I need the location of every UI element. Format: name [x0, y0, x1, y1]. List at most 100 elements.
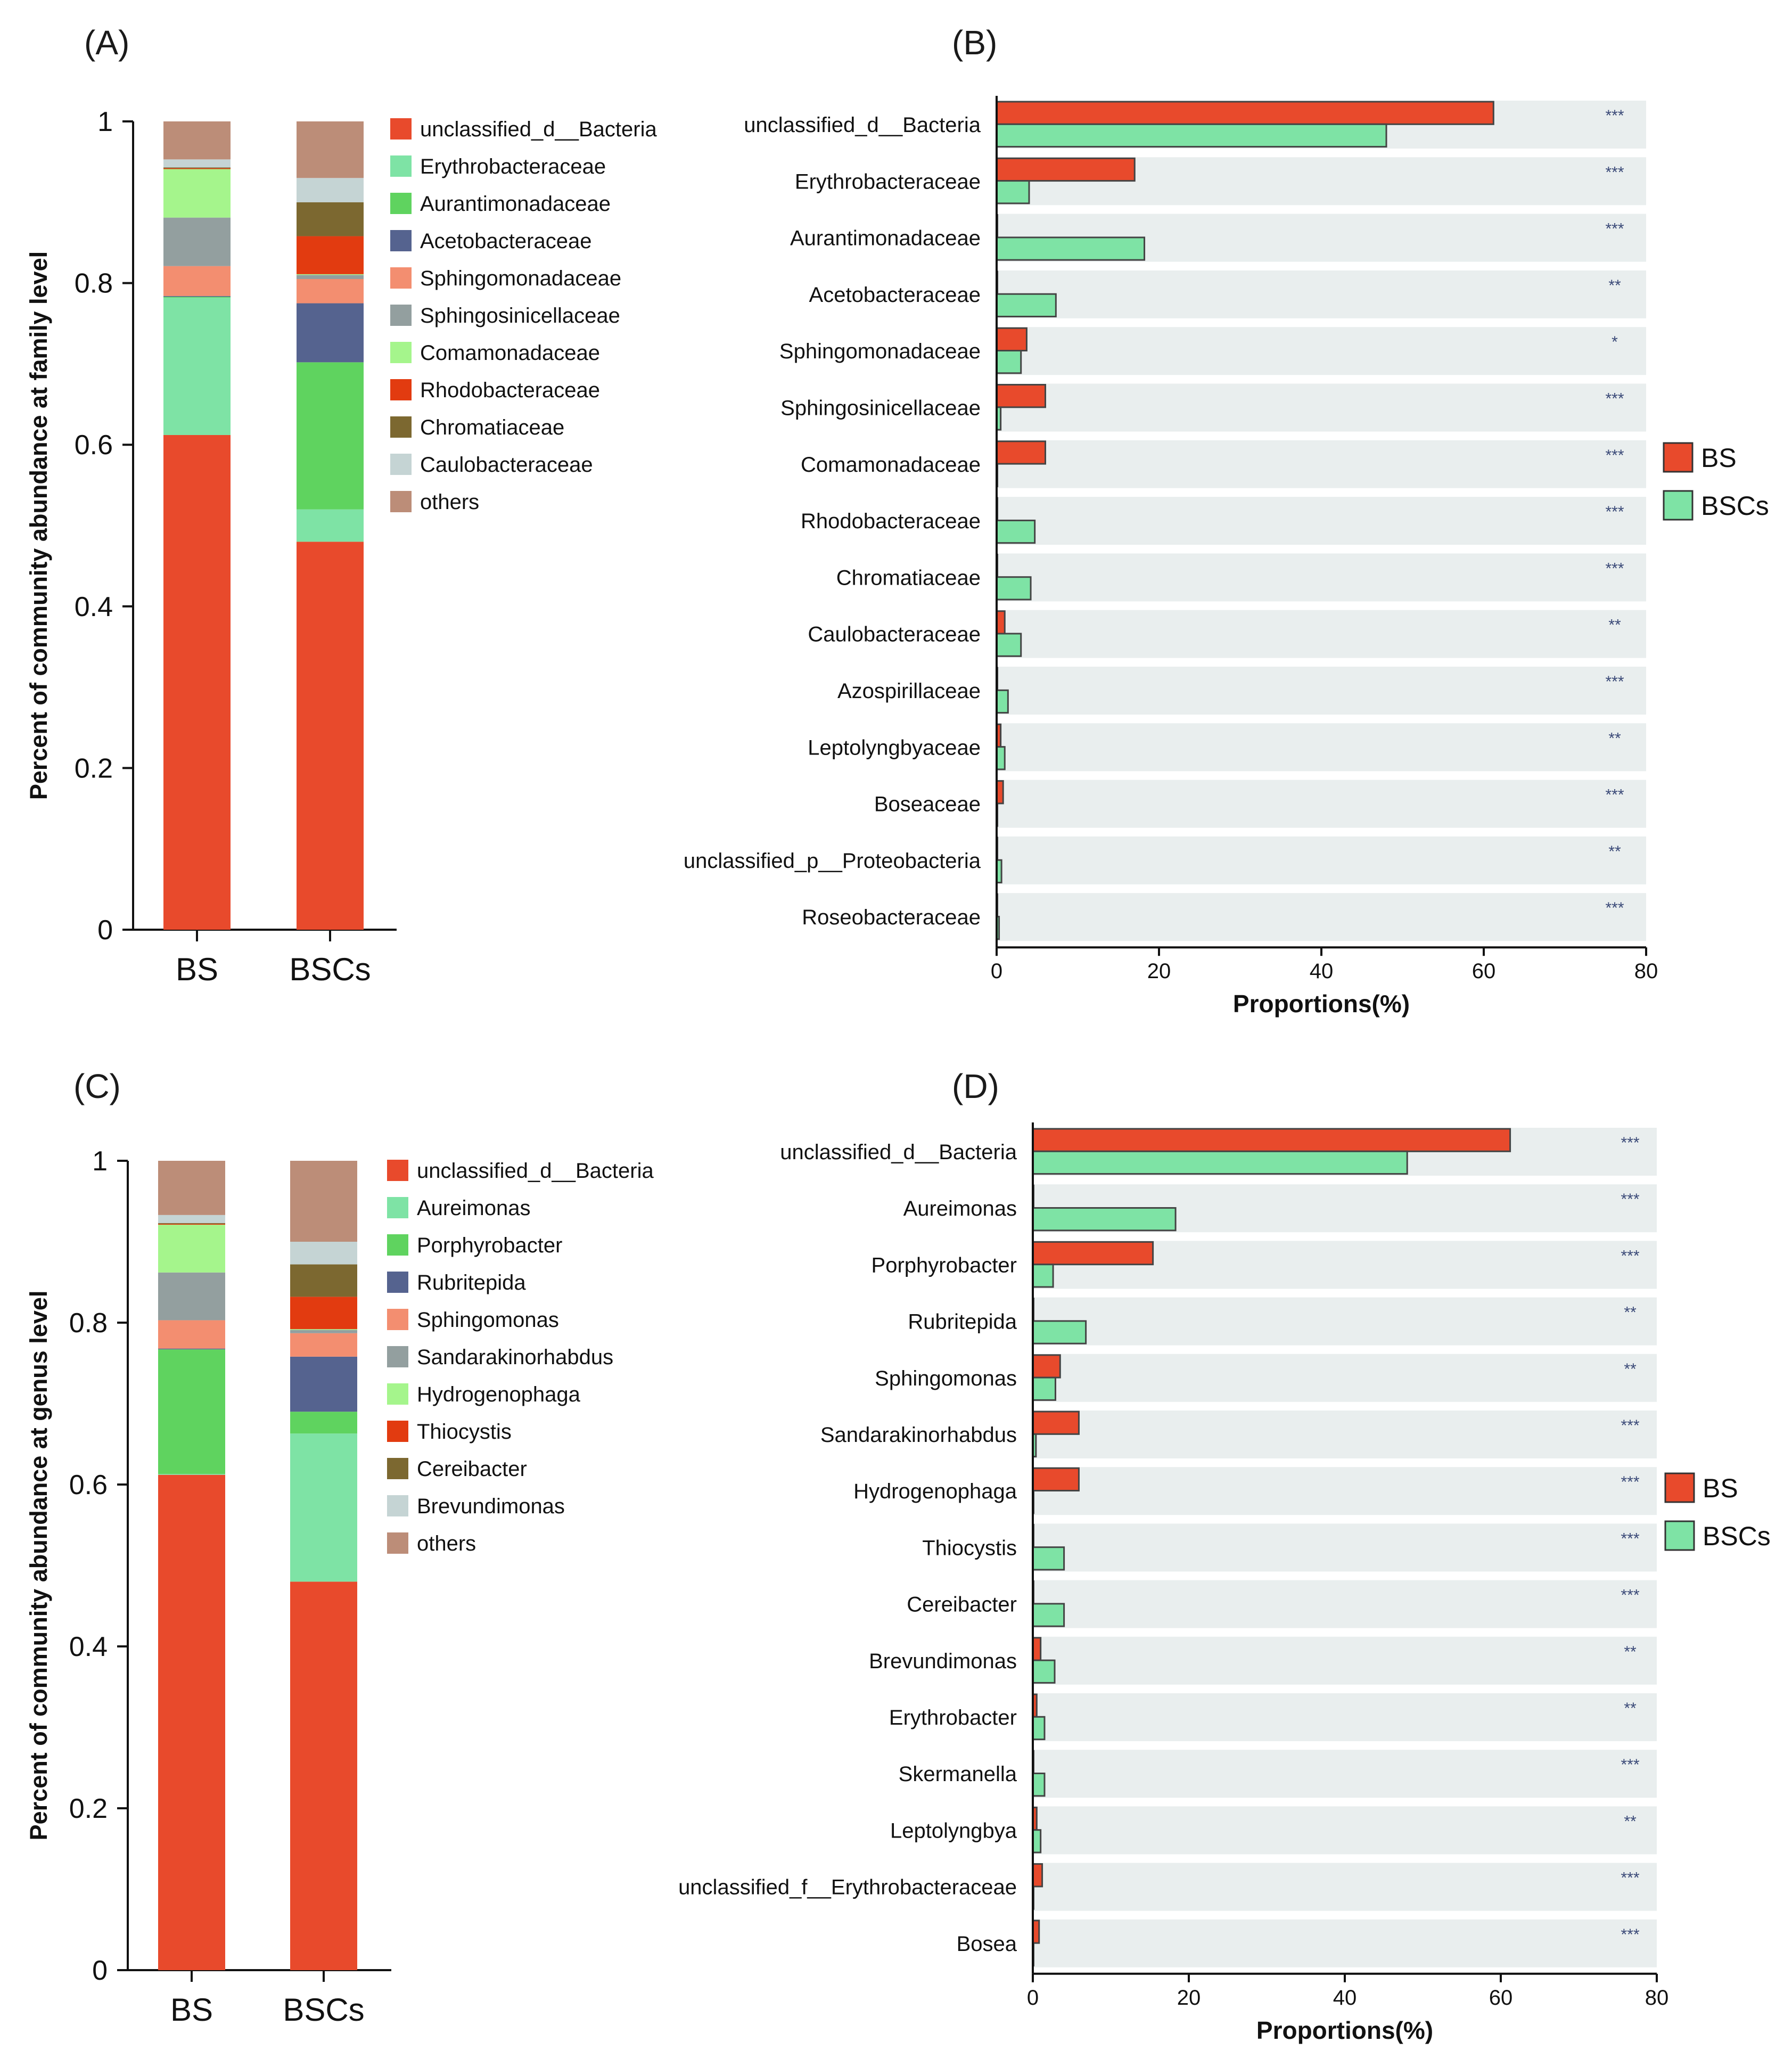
significance-label-b: **	[1608, 617, 1621, 634]
legend-label-c: others	[417, 1532, 476, 1555]
bar-bscs-b	[996, 746, 1006, 770]
legend-label-a: Chromatiaceae	[420, 416, 564, 439]
bar-bs-b	[996, 157, 1136, 182]
category-label-d: Rubritepida	[908, 1310, 1017, 1334]
bar-bscs-b	[996, 180, 1030, 204]
panel-label-b: (B)	[952, 23, 997, 62]
stack-segment-a	[163, 121, 231, 160]
x-tick-label-d: 0	[1027, 1986, 1039, 2010]
category-label-d: Erythrobacter	[889, 1706, 1017, 1729]
legend-label-a: Erythrobacteraceae	[420, 155, 606, 178]
legend-label-c: unclassified_d__Bacteria	[417, 1159, 654, 1183]
y-tick-label-a: 1	[97, 106, 113, 137]
category-label-b: Chromatiaceae	[836, 566, 981, 589]
significance-label-b: ***	[1605, 107, 1624, 125]
stack-segment-a	[297, 275, 364, 280]
legend-swatch-c	[387, 1458, 408, 1479]
category-label-d: unclassified_d__Bacteria	[780, 1141, 1017, 1164]
significance-label-d: ***	[1621, 1134, 1639, 1152]
y-tick-label-c: 0.8	[69, 1308, 108, 1339]
stack-segment-c	[290, 1297, 357, 1330]
row-background-b	[997, 553, 1646, 602]
legend-label-c: Brevundimonas	[417, 1495, 565, 1518]
category-label-b: Caulobacteraceae	[808, 623, 981, 646]
stack-segment-c	[158, 1225, 225, 1273]
legend-swatch-c	[387, 1234, 408, 1256]
category-label-b: Sphingosinicellaceae	[780, 397, 981, 420]
legend-swatch-c	[387, 1421, 408, 1442]
legend-label-c: Aureimonas	[417, 1196, 530, 1220]
row-background-b	[997, 723, 1646, 772]
legend-label-b: BS	[1701, 443, 1737, 473]
legend-label-a: Acetobacteraceae	[420, 229, 591, 253]
y-tick-label-a: 0.4	[75, 592, 113, 622]
row-background-d	[1033, 1636, 1657, 1685]
bar-bscs-b	[996, 519, 1036, 544]
category-label-b: Rhodobacteraceae	[801, 510, 981, 533]
legend-label-c: Cereibacter	[417, 1457, 527, 1481]
stack-segment-a	[297, 362, 364, 510]
stack-segment-c	[158, 1349, 225, 1474]
stack-segment-c	[158, 1320, 225, 1349]
legend-swatch-c	[387, 1495, 408, 1516]
significance-label-d: ***	[1621, 1926, 1639, 1944]
stack-segment-a	[297, 509, 364, 542]
row-background-d	[1033, 1354, 1657, 1402]
bar-bscs-d	[1032, 1546, 1065, 1571]
y-tick-label-c: 0	[92, 1955, 108, 1986]
x-axis-title-d: Proportions(%)	[1256, 2016, 1433, 2044]
significance-label-b: *	[1612, 333, 1618, 351]
legend-swatch-d	[1664, 1520, 1695, 1551]
row-background-d	[1033, 1467, 1657, 1515]
row-background-d	[1033, 1523, 1657, 1572]
y-axis-title-c: Percent of community abundance at genus …	[25, 1291, 52, 1841]
stack-segment-a	[297, 236, 364, 274]
bar-bs-d	[1032, 1637, 1042, 1661]
significance-label-b: ***	[1605, 220, 1624, 238]
legend-label-a: others	[420, 490, 479, 514]
legend-label-a: Sphingosinicellaceae	[420, 304, 620, 327]
bar-bs-b	[996, 610, 1006, 635]
row-background-d	[1033, 1806, 1657, 1855]
category-label-b: Aurantimonadaceae	[790, 227, 981, 250]
significance-label-b: ***	[1605, 163, 1624, 181]
legend-label-d: BS	[1703, 1473, 1738, 1503]
legend-swatch-a	[390, 267, 412, 289]
row-background-b	[997, 836, 1646, 884]
stack-segment-c	[290, 1264, 357, 1297]
stack-segment-c	[290, 1356, 357, 1412]
legend-label-c: Porphyrobacter	[417, 1234, 562, 1257]
bar-bs-b	[996, 384, 1046, 408]
stack-segment-a	[163, 296, 231, 297]
bar-bscs-d	[1032, 1829, 1042, 1854]
legend-label-c: Thiocystis	[417, 1420, 512, 1444]
stack-segment-c	[158, 1474, 225, 1475]
legend-label-b: BSCs	[1701, 491, 1769, 521]
row-background-d	[1033, 1693, 1657, 1741]
significance-label-d: ***	[1621, 1473, 1639, 1491]
bar-bs-d	[1032, 1354, 1061, 1379]
stack-segment-c	[290, 1333, 357, 1357]
bar-bs-b	[996, 440, 1046, 465]
category-label-d: Porphyrobacter	[872, 1253, 1017, 1277]
y-tick-label-a: 0	[97, 915, 113, 946]
stack-segment-a	[163, 297, 231, 298]
y-tick-label-a: 0.2	[75, 753, 113, 784]
x-tick-label-a: BSCs	[289, 952, 371, 987]
significance-label-b: **	[1608, 729, 1621, 747]
bar-bs-d	[1032, 1128, 1511, 1152]
legend-swatch-a	[390, 193, 412, 214]
category-label-b: unclassified_d__Bacteria	[744, 113, 981, 137]
row-background-b	[997, 327, 1646, 375]
significance-label-b: **	[1608, 277, 1621, 294]
stack-segment-c	[158, 1474, 225, 1970]
stack-segment-c	[290, 1330, 357, 1333]
stack-segment-a	[297, 202, 364, 236]
legend-label-a: Comamonadaceae	[420, 341, 600, 365]
y-axis-title-a: Percent of community abundance at family…	[25, 251, 52, 800]
significance-label-d: **	[1624, 1643, 1637, 1661]
stack-segment-c	[290, 1412, 357, 1434]
y-tick-label-c: 0.6	[69, 1470, 108, 1501]
bar-bs-b	[996, 327, 1027, 352]
